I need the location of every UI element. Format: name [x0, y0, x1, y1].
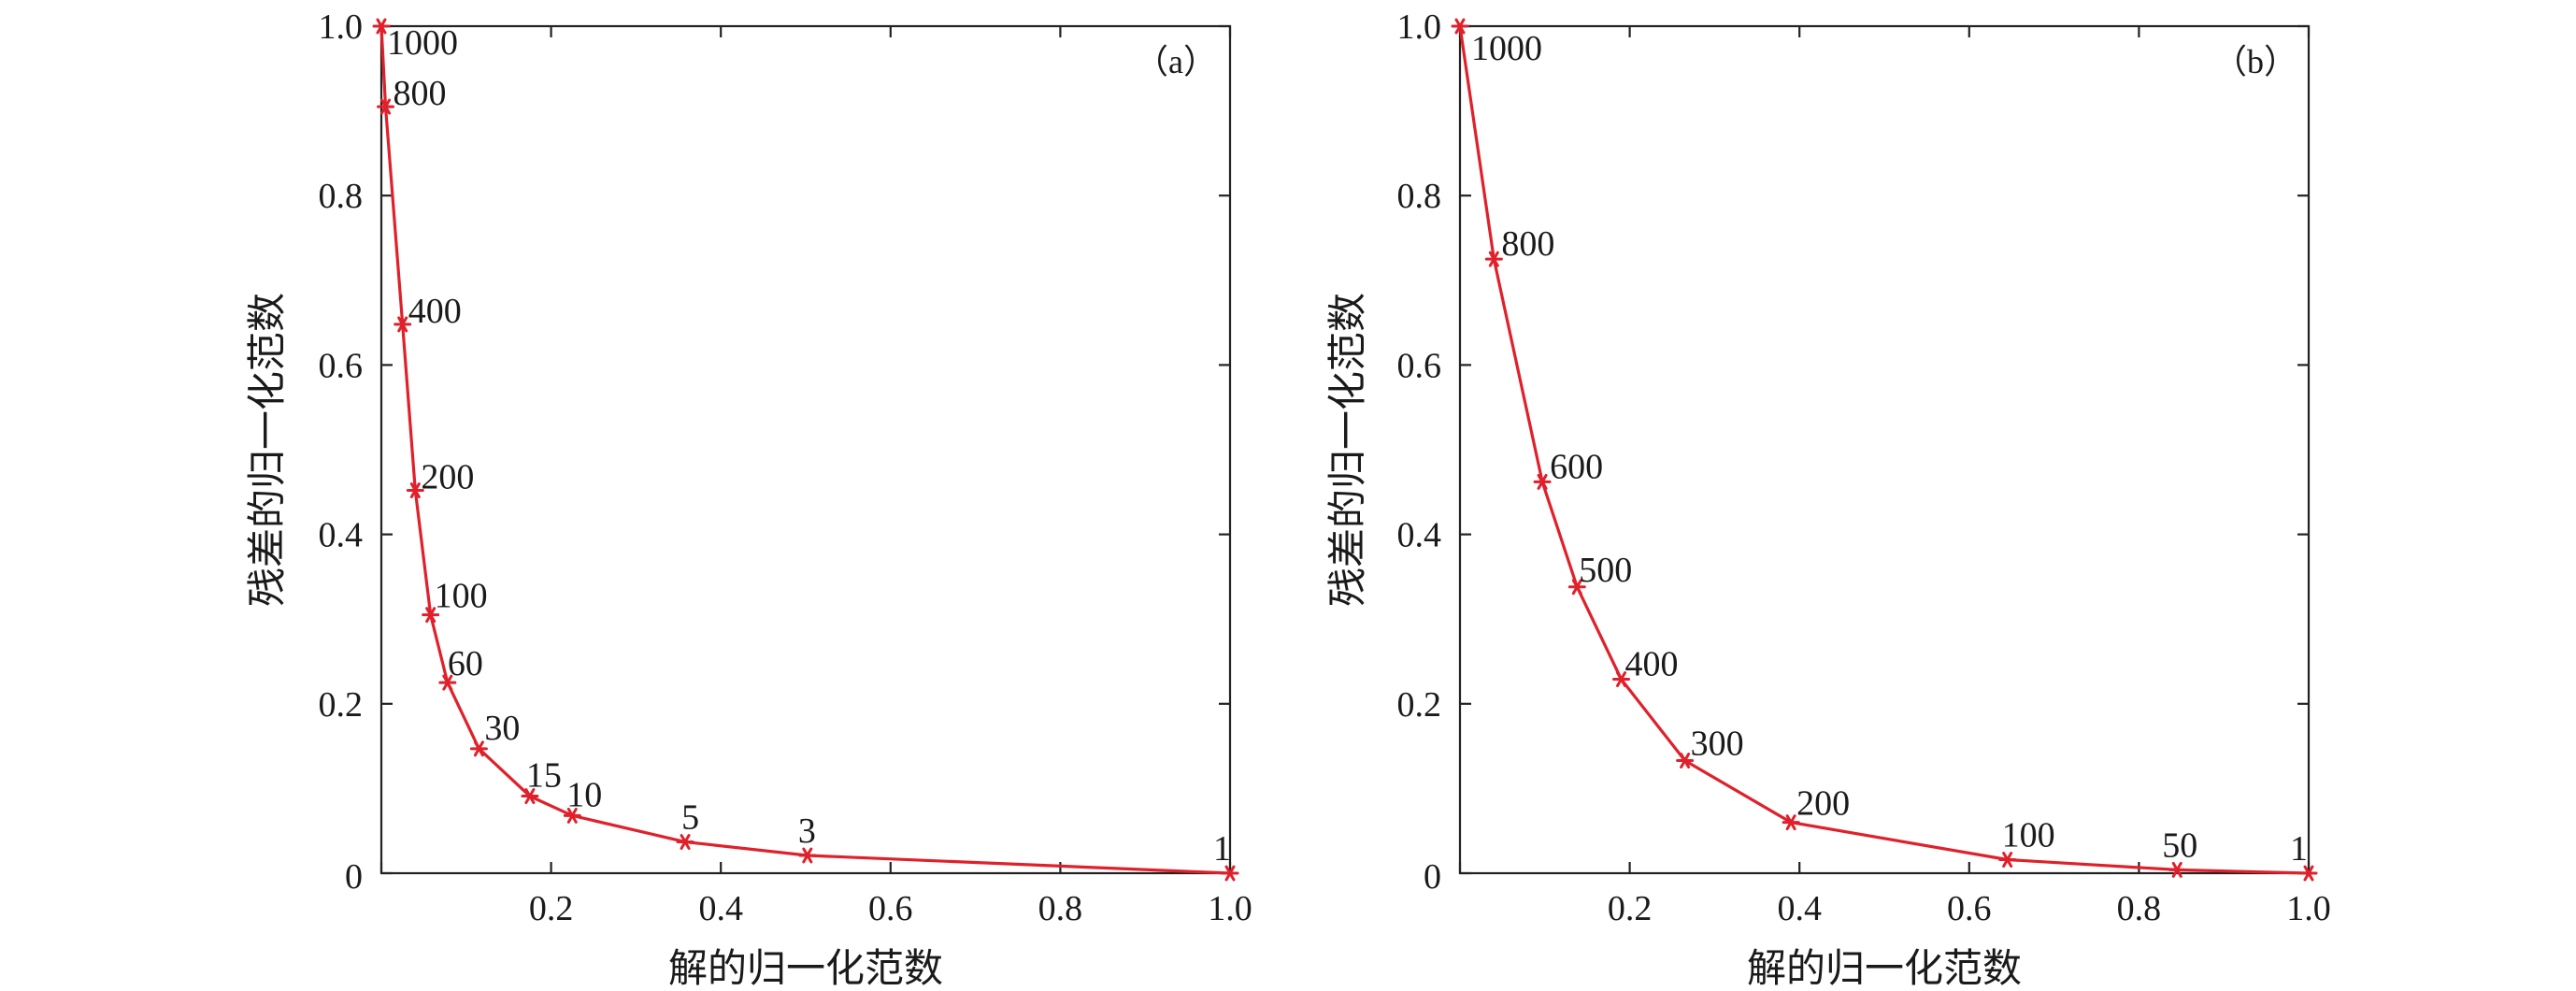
panel-a-point-label: 1000 [387, 23, 458, 63]
panel-a-point-label: 800 [394, 74, 447, 113]
panel-b-label: （b） [2213, 43, 2297, 80]
panel-a-y-tick-label: 1.0 [319, 7, 364, 47]
panel-a-x-tick-label: 0.4 [698, 889, 743, 928]
panel-b-data-point [1533, 473, 1552, 490]
panel-a-x-tick-label: 1.0 [1208, 889, 1252, 928]
panel-b-x-tick-label: 0.4 [1777, 889, 1822, 928]
panel-a-point-label: 60 [448, 644, 483, 683]
panel-b-y-axis-title: 残差的归一化范数 [1327, 293, 1370, 607]
panel-a-y-axis-title: 残差的归一化范数 [247, 293, 290, 607]
panel-b-data-point [1451, 18, 1469, 35]
panel-b-plot-frame [1458, 24, 2311, 875]
panel-b-point-label: 800 [1501, 224, 1554, 264]
panel-b-point-label: 400 [1625, 645, 1679, 684]
panel-a-data-point [676, 834, 694, 850]
panel-b-data-point [1484, 251, 1503, 267]
panel-b-y-tick-label: 0.2 [1397, 685, 1442, 725]
panel-a-point-label: 3 [798, 811, 816, 851]
panel-a-data-point [394, 316, 412, 333]
panel-b-data-point [1998, 852, 2017, 868]
panel-a-data-point [1221, 865, 1239, 882]
panel-b-x-axis: 0.2 0.4 0.6 0.8 1.0 [1458, 26, 2331, 928]
panel-a-plot-frame [379, 24, 1232, 875]
panel-a-data-point [798, 847, 817, 864]
panel-b-point-label: 200 [1796, 784, 1850, 824]
panel-b-series: 1000 800 600 500 400 300 200 100 50 1 [1451, 18, 2318, 882]
panel-a-y-axis: 0 0.2 0.4 0.6 0.8 1.0 [319, 7, 1230, 897]
panel-a-data-point [563, 807, 581, 824]
panel-b-data-point [1676, 753, 1695, 768]
panel-a-data-point [422, 607, 440, 624]
panel-a-data-point [406, 482, 424, 498]
panel-a-label: （a） [1135, 43, 1217, 80]
panel-a-y-tick-label: 0.8 [319, 177, 364, 216]
panel-a-x-tick-label: 0.2 [529, 889, 574, 928]
panel-a-point-label: 5 [681, 797, 699, 837]
panel-b-x-tick-label: 0.6 [1947, 889, 1992, 928]
panel-a-y-tick-label: 0.2 [319, 685, 364, 725]
panel-a-x-tick-label: 0.6 [868, 889, 913, 928]
panel-b-point-label: 1 [2290, 829, 2308, 869]
panel-a-point-label: 200 [421, 457, 474, 496]
panel-a-point-label: 10 [566, 775, 602, 814]
panel-b-data-point [2168, 861, 2186, 878]
panel-b-point-label: 50 [2162, 826, 2197, 865]
panel-b-point-label: 1000 [1471, 29, 1542, 68]
panel-a-data-point [377, 98, 395, 115]
panel-b-data-point [1567, 579, 1586, 596]
panel-b-y-axis: 0 0.2 0.4 0.6 0.8 1.0 [1397, 7, 2309, 897]
panel-b-y-tick-label: 0.6 [1397, 346, 1442, 385]
panel-b-data-point [1612, 671, 1631, 687]
panel-a-data-point [521, 788, 539, 805]
panel-a-y-tick-label: 0.6 [319, 346, 364, 385]
panel-a-series-line [379, 25, 1231, 875]
panel-a-point-label: 100 [435, 577, 488, 616]
panel-a-x-tick-label: 0.8 [1038, 889, 1083, 928]
panel-b-x-tick-label: 1.0 [2286, 889, 2331, 928]
panel-a-point-label: 15 [526, 756, 562, 796]
panel-b-y-tick-label: 1.0 [1397, 7, 1442, 47]
panel-a-point-label: 30 [484, 709, 520, 748]
panel-b-point-label: 500 [1579, 551, 1632, 590]
panel-b-x-tick-label: 0.8 [2117, 889, 2162, 928]
panel-a-point-label: 1 [1213, 829, 1231, 869]
panel-a: 0.2 0.4 0.6 0.8 1.0 0 0.2 0.4 0.6 0.8 1.0 （a） 解的归… [247, 7, 1252, 991]
panel-a-x-axis-title: 解的归一化范数 [668, 948, 943, 991]
panel-a-point-label: 400 [408, 292, 462, 331]
panel-a-x-axis: 0.2 0.4 0.6 0.8 1.0 [379, 26, 1252, 928]
panel-b-y-tick-label: 0.8 [1397, 177, 1442, 216]
panel-b-y-tick-label: 0 [1424, 857, 1441, 897]
panel-a-y-tick-label: 0.4 [319, 516, 364, 555]
panel-a-data-point [372, 18, 391, 35]
panel-b-x-tick-label: 0.2 [1608, 889, 1653, 928]
panel-b-y-tick-label: 0.4 [1397, 516, 1442, 555]
panel-a-data-point [469, 740, 488, 757]
panel-b-point-label: 100 [2002, 816, 2055, 855]
panel-b-data-point [1782, 814, 1800, 831]
panel-b-x-axis-title: 解的归一化范数 [1747, 948, 2022, 991]
panel-b-point-label: 300 [1691, 725, 1744, 764]
panel-b-point-label: 600 [1550, 447, 1603, 486]
panel-b: 0.2 0.4 0.6 0.8 1.0 0 0.2 0.4 0.6 0.8 1.0 （b） 解的归… [1327, 7, 2331, 991]
panel-a-y-tick-label: 0 [345, 857, 363, 897]
panel-b-data-point [2299, 865, 2318, 882]
panel-b-series-line [1458, 25, 2310, 875]
panel-a-data-point [438, 674, 457, 691]
